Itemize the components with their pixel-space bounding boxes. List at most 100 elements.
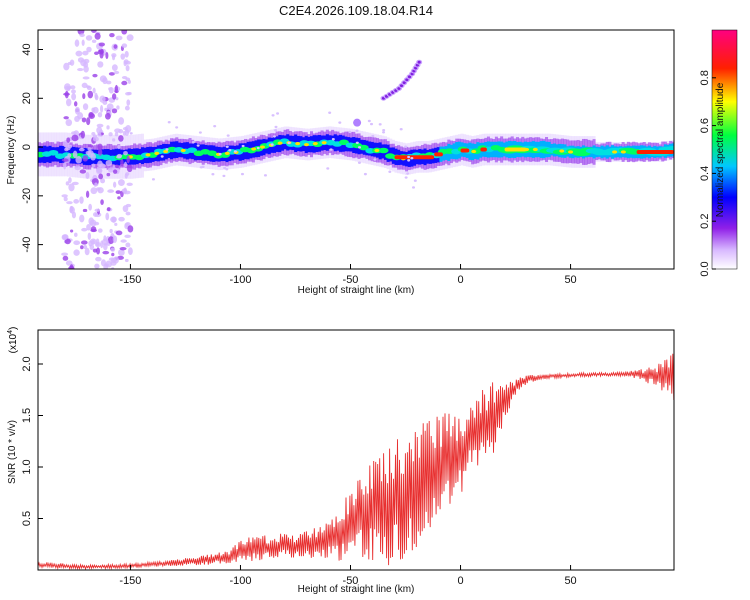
heatmap-noise-speck <box>256 146 260 150</box>
heatmap-noise-speck <box>127 91 132 96</box>
heatmap-hotspot <box>321 141 327 145</box>
heatmap-noise-speck <box>71 134 79 142</box>
heatmap-noise-speck <box>87 147 92 151</box>
snr-x-label: Height of straight line (km) <box>298 584 415 595</box>
heatmap-noise-speck <box>71 93 77 101</box>
heatmap-hotspot <box>259 145 265 149</box>
heatmap-noise-speck <box>121 30 128 35</box>
heatmap-noise-speck <box>80 240 88 245</box>
heatmap-hotspot <box>312 142 318 146</box>
heatmap-noise-speck <box>109 228 113 234</box>
heatmap-noise-speck <box>404 145 408 148</box>
heatmap-noise-speck <box>75 50 83 57</box>
heatmap-noise-speck <box>124 161 128 168</box>
heatmap-noise-speck <box>223 166 227 170</box>
heatmap-hotspot <box>295 142 301 146</box>
snr-x-tick-label: -100 <box>229 575 251 587</box>
heatmap-noise-speck <box>382 128 386 132</box>
snr-x-tick-label: -50 <box>343 575 359 587</box>
heatmap-noise-speck <box>114 222 118 226</box>
heatmap-noise-speck <box>105 212 110 221</box>
heatmap-noise-speck <box>106 103 114 111</box>
heatmap-noise-speck <box>108 87 114 94</box>
snr-y-ticks: 0.5 1.0 1.5 2.0 <box>21 356 43 526</box>
heatmap-noise-speck <box>82 76 90 80</box>
heatmap-noise-speck <box>121 80 128 86</box>
heatmap-noise-speck <box>77 67 84 72</box>
heatmap-noise-speck <box>80 245 84 250</box>
heatmap-noise-speck <box>71 89 76 94</box>
heatmap-hotspot <box>163 149 169 154</box>
heatmap-noise-speck <box>225 145 229 148</box>
heatmap-noise-speck <box>338 121 342 124</box>
heatmap-noise-speck <box>126 182 133 187</box>
heatmap-noise-speck <box>115 35 123 41</box>
heatmap-noise-speck <box>118 129 124 134</box>
heatmap-hotspot <box>251 147 257 151</box>
heatmap-noise-speck <box>70 85 76 90</box>
heatmap-noise-speck <box>90 187 98 195</box>
heatmap-noise-speck <box>124 258 129 263</box>
spectrogram-frame <box>37 29 675 270</box>
heatmap-noise-speck <box>355 141 359 145</box>
heatmap-noise-speck <box>121 188 127 193</box>
heatmap-noise-speck <box>348 130 352 134</box>
heatmap-noise-speck <box>80 130 86 139</box>
heatmap-noise-speck <box>77 57 85 63</box>
heatmap-noise-speck <box>74 232 78 237</box>
snr-y-tick-label: 1.5 <box>21 408 33 423</box>
heatmap-noise-speck <box>109 32 115 38</box>
heatmap-noise-speck <box>75 156 82 164</box>
heatmap-noise-speck <box>91 239 95 245</box>
heatmap-noise-speck <box>123 150 128 156</box>
heatmap-noise-speck <box>111 64 118 72</box>
heatmap-noise-speck <box>117 249 125 256</box>
heatmap-noise-speck <box>114 131 119 137</box>
snr-series-line <box>38 353 674 570</box>
heatmap-noise-speck <box>65 181 70 186</box>
heatmap-noise-speck <box>64 238 71 245</box>
heatmap-noise-speck <box>113 44 118 49</box>
heatmap-noise-speck <box>111 108 118 114</box>
heatmap-noise-speck <box>89 219 97 227</box>
heatmap-noise-speck <box>412 186 416 189</box>
spectrogram-y-label: Frequency (Hz) <box>6 116 17 185</box>
spectrogram-x-label: Height of straight line (km) <box>298 285 415 296</box>
heatmap-noise-speck <box>127 247 133 255</box>
heatmap-hotspot <box>224 151 230 156</box>
heatmap-noise-speck <box>87 232 92 240</box>
snr-y-multiplier: (x104) <box>7 327 19 354</box>
heatmap-noise-speck <box>151 178 155 181</box>
heatmap-noise-speck <box>160 155 164 158</box>
heatmap-noise-speck <box>81 39 85 46</box>
heatmap-noise-speck <box>77 112 84 120</box>
heatmap-noise-speck <box>122 205 129 213</box>
heatmap-noise-speck <box>87 150 94 158</box>
heatmap-hotspot <box>559 149 565 153</box>
heatmap-noise-speck <box>96 126 103 134</box>
heatmap-noise-speck <box>115 190 122 195</box>
heatmap-noise-speck <box>127 79 131 84</box>
heatmap-noise-speck <box>271 114 275 117</box>
heatmap-noise-speck <box>69 229 74 233</box>
heatmap-noise-speck <box>201 165 205 169</box>
heatmap-noise-speck <box>388 170 392 173</box>
heatmap-noise-speck <box>407 159 411 162</box>
spectrogram-heatmap <box>38 30 674 269</box>
heatmap-noise-speck <box>120 53 126 60</box>
heatmap-noise-speck <box>99 95 106 103</box>
heatmap-peak-band <box>636 149 674 154</box>
heatmap-noise-speck <box>94 208 100 212</box>
heatmap-noise-speck <box>94 32 101 40</box>
heatmap-noise-speck <box>370 122 374 126</box>
heatmap-noise-speck <box>112 138 116 142</box>
heatmap-noise-speck <box>110 247 116 252</box>
heatmap-noise-speck <box>85 35 93 41</box>
heatmap-noise-speck <box>73 101 78 107</box>
heatmap-noise-speck <box>72 150 78 159</box>
heatmap-peak-band <box>504 147 527 152</box>
heatmap-noise-speck <box>97 112 103 118</box>
heatmap-noise-speck <box>270 143 274 146</box>
heatmap-noise-speck <box>62 255 69 261</box>
heatmap-noise-speck <box>100 199 104 206</box>
